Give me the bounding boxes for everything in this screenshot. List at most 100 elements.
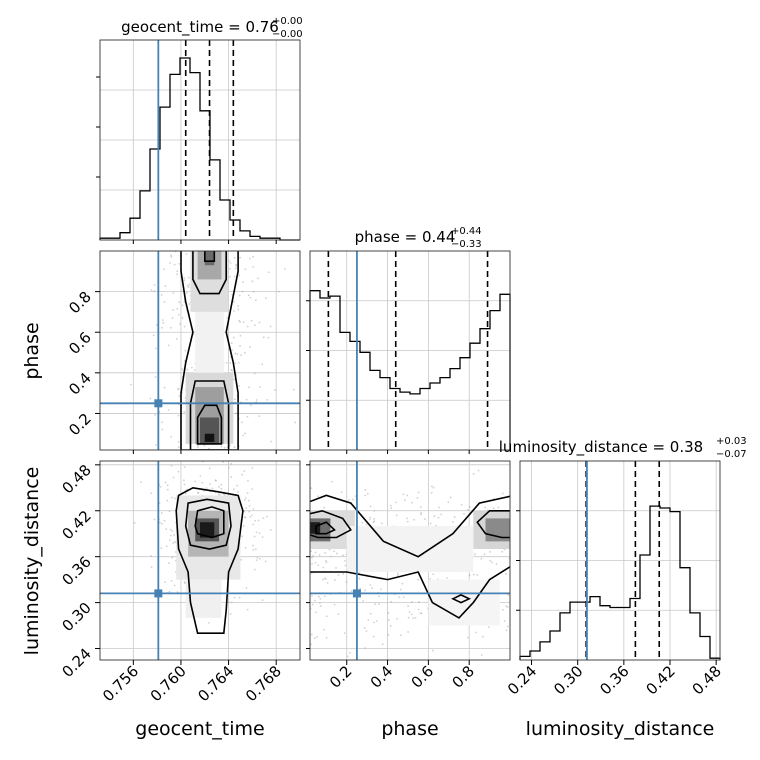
x-tick-label-geocent_time: 0.764 <box>194 662 237 705</box>
sample-point <box>317 495 319 498</box>
sample-point <box>503 620 506 622</box>
sample-point <box>344 564 347 567</box>
sample-point <box>337 613 340 615</box>
contour-mid-high-group <box>192 251 227 295</box>
sample-point <box>217 493 220 496</box>
sample-point <box>163 386 166 389</box>
contour-mid-3a-group <box>310 509 352 539</box>
sample-point <box>361 521 364 524</box>
y-tick-label-phase: 0.6 <box>65 328 95 358</box>
sample-point <box>242 321 245 323</box>
sample-point <box>313 637 316 640</box>
sample-point <box>475 693 477 695</box>
sample-point <box>160 512 163 514</box>
sample-point <box>170 254 172 257</box>
contour-inner-3a <box>315 521 336 535</box>
sample-point <box>253 535 256 538</box>
sample-point <box>252 255 254 258</box>
sample-point <box>396 574 399 577</box>
x-tick-label-luminosity_distance: 0.36 <box>596 662 632 698</box>
sample-point <box>369 584 372 586</box>
sample-point <box>238 274 241 277</box>
sample-point <box>481 635 484 638</box>
sample-point <box>310 550 312 553</box>
sample-point <box>164 581 166 584</box>
sample-point <box>205 487 208 490</box>
sample-point <box>197 491 200 494</box>
sample-point <box>240 354 242 357</box>
sample-point <box>160 293 163 296</box>
sample-point <box>183 466 186 469</box>
y-tick-label-luminosity_distance: 0.30 <box>58 599 94 635</box>
sample-point <box>430 491 433 494</box>
sample-point <box>315 611 317 614</box>
sample-point <box>262 517 265 520</box>
sample-point <box>176 307 179 310</box>
sample-point <box>372 635 375 638</box>
sample-point <box>171 530 174 533</box>
sample-point <box>229 612 232 615</box>
sample-point <box>401 582 404 585</box>
contour-inner-2 <box>194 506 225 539</box>
histogram-phase <box>309 290 511 450</box>
sample-point <box>160 547 163 550</box>
sample-point <box>359 587 362 590</box>
sample-point <box>233 310 235 312</box>
sample-point <box>480 654 483 657</box>
sample-point <box>161 522 164 525</box>
sample-point <box>364 488 367 491</box>
ylabel-luminosity-distance: luminosity_distance <box>21 467 43 656</box>
sample-point <box>238 294 241 297</box>
density-cell <box>310 522 321 534</box>
sample-point <box>411 501 413 504</box>
contour-outer-1-group <box>180 251 239 450</box>
sample-point <box>420 513 423 516</box>
histogram-luminosity_distance <box>519 505 721 660</box>
sample-point <box>169 539 171 541</box>
sample-point <box>211 487 214 490</box>
sample-point <box>340 491 343 494</box>
sample-point <box>395 514 398 517</box>
contour-inner-3a-group <box>315 521 336 535</box>
sample-point <box>251 488 254 490</box>
title-geocent-time-sup: +0.00 <box>272 16 303 27</box>
sample-point <box>230 462 232 465</box>
sample-point <box>417 578 419 581</box>
sample-point <box>333 550 336 553</box>
sample-point <box>243 510 246 513</box>
sample-point <box>390 600 393 603</box>
sample-point <box>322 566 325 569</box>
sample-point <box>399 634 402 637</box>
sample-point <box>489 550 491 553</box>
sample-point <box>389 504 392 507</box>
sample-point <box>155 324 158 326</box>
sample-point <box>242 525 245 527</box>
contour-mid-3b-group <box>476 510 510 539</box>
sample-point <box>255 399 258 401</box>
sample-point <box>505 605 507 607</box>
sample-point <box>173 540 176 543</box>
sample-point <box>177 446 180 449</box>
sample-point <box>166 488 169 491</box>
panel-frame-0-0 <box>99 39 301 241</box>
sample-point <box>247 479 249 482</box>
sample-point <box>177 441 180 443</box>
y-tick-label-phase: 0.2 <box>65 410 95 440</box>
panel-frame-1-0 <box>99 250 301 451</box>
sample-point <box>274 389 276 391</box>
sample-point <box>161 326 163 329</box>
sample-point <box>325 559 327 562</box>
sample-point <box>177 414 180 417</box>
sample-point <box>468 574 471 577</box>
x-tick-label-phase: 0.8 <box>448 662 478 692</box>
sample-point <box>330 480 333 483</box>
sample-point <box>163 519 166 522</box>
sample-point <box>170 496 173 499</box>
sample-point <box>246 325 249 328</box>
sample-point <box>181 304 184 307</box>
sample-point <box>168 562 170 564</box>
sample-point <box>215 479 217 482</box>
sample-point <box>412 617 415 620</box>
sample-point <box>258 415 261 418</box>
y-tick-label-phase: 0.4 <box>65 369 95 399</box>
